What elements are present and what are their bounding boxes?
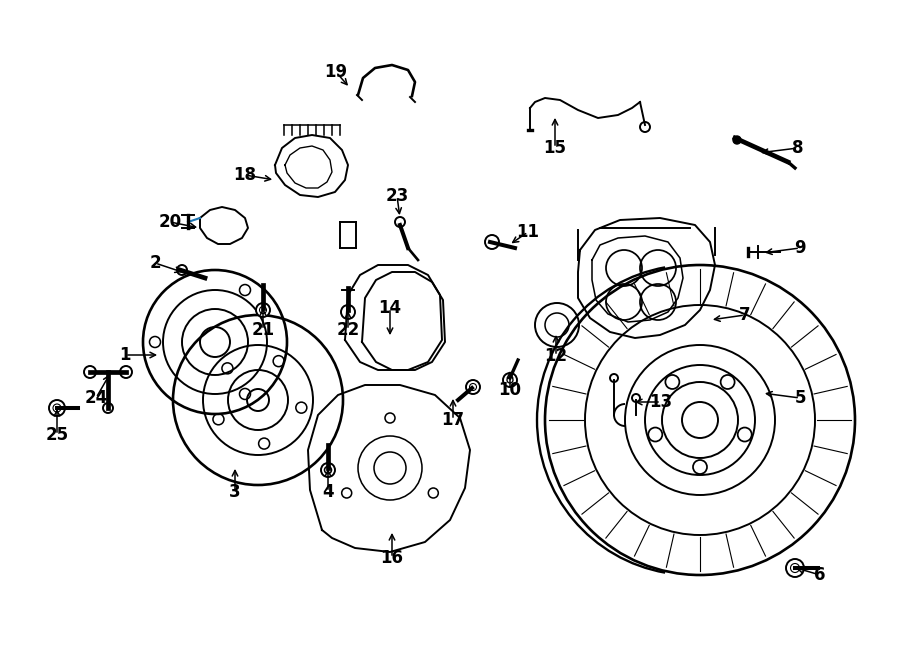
Text: 19: 19 xyxy=(324,63,347,81)
Text: 6: 6 xyxy=(814,566,826,584)
Circle shape xyxy=(321,463,335,477)
Text: 20: 20 xyxy=(158,213,182,231)
Circle shape xyxy=(485,235,499,249)
Circle shape xyxy=(341,305,355,319)
Circle shape xyxy=(49,400,65,416)
Text: 14: 14 xyxy=(378,299,401,317)
Text: 23: 23 xyxy=(385,187,409,205)
Circle shape xyxy=(733,136,741,144)
Text: 15: 15 xyxy=(544,139,566,157)
Circle shape xyxy=(503,373,517,387)
Text: 17: 17 xyxy=(441,411,464,429)
Text: 3: 3 xyxy=(230,483,241,501)
Text: 1: 1 xyxy=(119,346,130,364)
Text: 13: 13 xyxy=(650,393,672,411)
Text: 9: 9 xyxy=(794,239,806,257)
Circle shape xyxy=(466,380,480,394)
Circle shape xyxy=(256,303,270,317)
Text: 7: 7 xyxy=(739,306,751,324)
Circle shape xyxy=(786,559,804,577)
Text: 8: 8 xyxy=(792,139,804,157)
Text: 25: 25 xyxy=(45,426,68,444)
Text: 18: 18 xyxy=(233,166,256,184)
Text: 11: 11 xyxy=(517,223,539,241)
Text: 16: 16 xyxy=(381,549,403,567)
Text: 2: 2 xyxy=(149,254,161,272)
Text: 22: 22 xyxy=(337,321,360,339)
Text: 21: 21 xyxy=(251,321,274,339)
Text: 5: 5 xyxy=(794,389,806,407)
Text: 24: 24 xyxy=(85,389,108,407)
Text: 10: 10 xyxy=(499,381,521,399)
Text: 4: 4 xyxy=(322,483,334,501)
Text: 12: 12 xyxy=(544,347,568,365)
